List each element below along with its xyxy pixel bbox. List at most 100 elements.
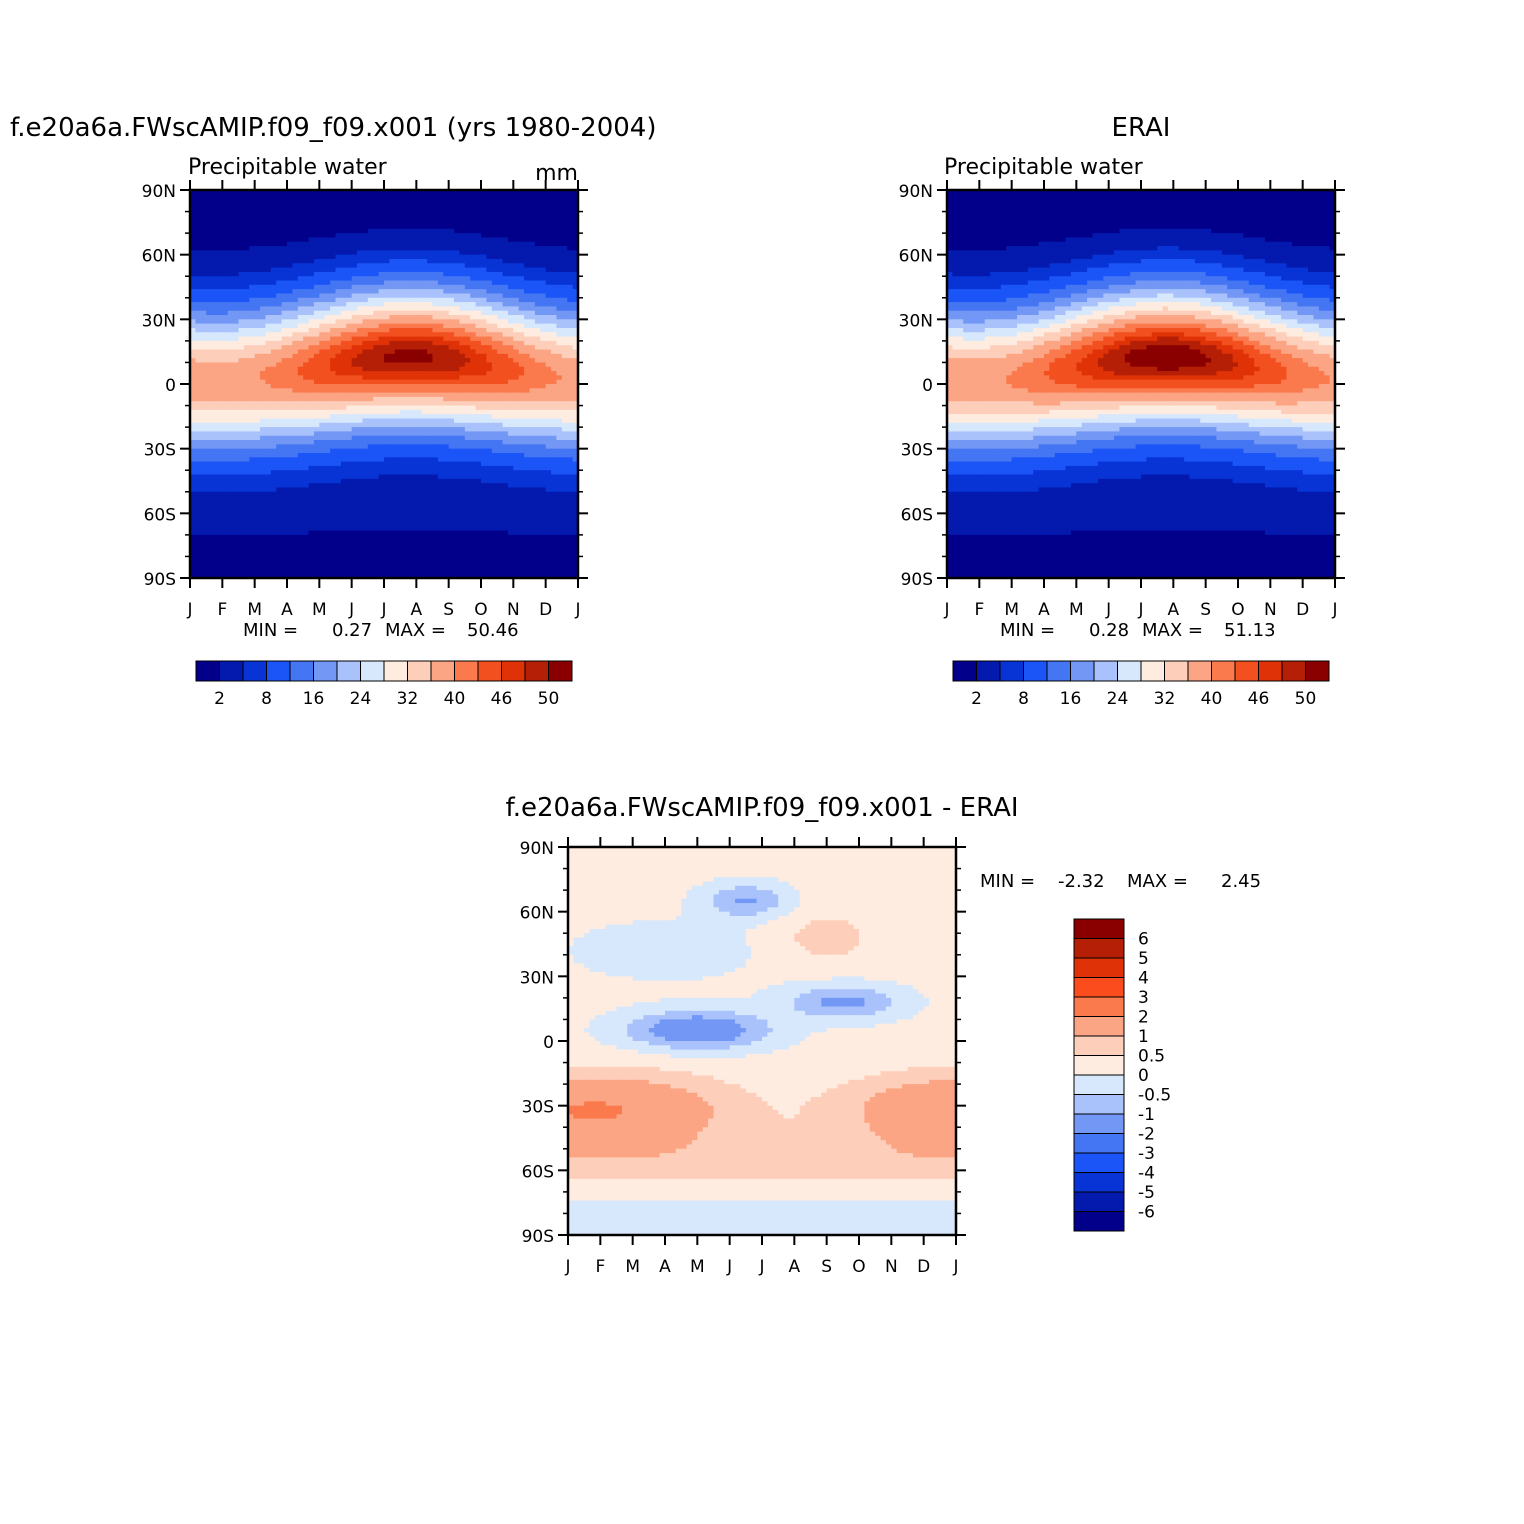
heatmap-cell: [556, 362, 563, 368]
heatmap-cell: [410, 401, 417, 407]
heatmap-cell: [540, 267, 547, 273]
heatmap-cell: [464, 362, 471, 368]
heatmap-cell: [448, 267, 455, 273]
heatmap-cell: [227, 478, 234, 484]
heatmap-cell: [534, 478, 541, 484]
heatmap-cell: [281, 207, 288, 213]
heatmap-cell: [303, 470, 310, 476]
heatmap-cell: [303, 293, 310, 299]
heatmap-cell: [437, 345, 444, 351]
heatmap-cell: [319, 190, 326, 195]
heatmap-cell: [335, 332, 342, 338]
heatmap-cell: [270, 371, 277, 376]
heatmap-cell: [367, 327, 374, 333]
heatmap-cell: [524, 474, 531, 480]
heatmap-cell: [437, 327, 444, 333]
heatmap-cell: [362, 349, 369, 355]
heatmap-cell: [389, 474, 396, 480]
heatmap-cell: [190, 478, 196, 484]
heatmap-cell: [292, 384, 299, 389]
heatmap-cell: [545, 444, 552, 450]
heatmap-cell: [394, 297, 401, 303]
heatmap-cell: [238, 207, 245, 213]
heatmap-cell: [534, 465, 541, 471]
heatmap-cell: [233, 409, 240, 415]
heatmap-cell: [384, 228, 390, 234]
heatmap-cell: [502, 302, 509, 307]
heatmap-cell: [313, 228, 320, 234]
heatmap-cell: [524, 478, 531, 484]
heatmap-cell: [206, 371, 213, 376]
heatmap-cell: [233, 323, 240, 329]
heatmap-cell: [195, 246, 202, 251]
heatmap-cell: [276, 345, 283, 351]
heatmap-cell: [497, 207, 504, 213]
heatmap-cell: [319, 327, 326, 333]
heatmap-cell: [545, 215, 552, 221]
heatmap-cell: [319, 483, 326, 489]
heatmap-cell: [281, 323, 288, 329]
heatmap-cell: [389, 358, 396, 364]
heatmap-cell: [319, 478, 326, 484]
heatmap-cell: [211, 302, 218, 307]
heatmap-cell: [545, 461, 552, 467]
heatmap-cell: [502, 358, 509, 364]
heatmap-cell: [475, 258, 482, 264]
heatmap-cell: [378, 284, 385, 290]
heatmap-cell: [443, 409, 450, 415]
heatmap-cell: [211, 366, 218, 372]
heatmap-cell: [529, 215, 536, 221]
heatmap-cell: [545, 271, 552, 277]
heatmap-cell: [454, 435, 461, 441]
heatmap-cell: [335, 422, 342, 428]
heatmap-cell: [545, 418, 552, 424]
heatmap-cell: [206, 379, 213, 385]
heatmap-cell: [454, 319, 461, 325]
heatmap-cell: [243, 297, 250, 303]
heatmap-cell: [443, 461, 450, 467]
heatmap-cell: [330, 284, 337, 290]
heatmap-cell: [330, 405, 337, 411]
heatmap-cell: [346, 388, 353, 394]
heatmap-cell: [308, 474, 315, 480]
heatmap-cell: [351, 461, 358, 467]
heatmap-cell: [319, 241, 326, 247]
heatmap-cell: [287, 258, 293, 264]
heatmap-cell: [233, 202, 240, 208]
heatmap-cell: [567, 362, 574, 368]
heatmap-cell: [443, 246, 450, 251]
heatmap-cell: [319, 336, 326, 342]
heatmap-cell: [238, 194, 245, 200]
heatmap-cell: [459, 267, 466, 273]
heatmap-cell: [400, 220, 407, 226]
heatmap-cell: [459, 215, 466, 221]
heatmap-cell: [384, 233, 390, 239]
heatmap-cell: [362, 271, 369, 277]
heatmap-cell: [427, 422, 434, 428]
heatmap-cell: [330, 198, 337, 204]
heatmap-cell: [281, 190, 288, 195]
heatmap-cell: [330, 366, 337, 372]
heatmap-cell: [459, 452, 466, 458]
heatmap-cell: [373, 284, 380, 290]
heatmap-cell: [470, 224, 477, 230]
heatmap-cell: [534, 483, 541, 489]
heatmap-cell: [513, 345, 520, 351]
heatmap-cell: [227, 405, 234, 411]
heatmap-cell: [459, 237, 466, 243]
heatmap-cell: [200, 327, 207, 333]
heatmap-cell: [330, 371, 337, 376]
heatmap-cell: [238, 448, 245, 454]
heatmap-cell: [540, 401, 547, 407]
heatmap-cell: [260, 190, 267, 195]
heatmap-cell: [561, 284, 568, 290]
heatmap-cell: [481, 289, 487, 295]
heatmap-cell: [502, 474, 509, 480]
heatmap-cell: [227, 457, 234, 463]
heatmap-cell: [556, 293, 563, 299]
heatmap-cell: [432, 194, 439, 200]
heatmap-cell: [475, 220, 482, 226]
heatmap-cell: [313, 250, 320, 256]
heatmap-cell: [227, 190, 234, 195]
heatmap-cell: [518, 478, 525, 484]
